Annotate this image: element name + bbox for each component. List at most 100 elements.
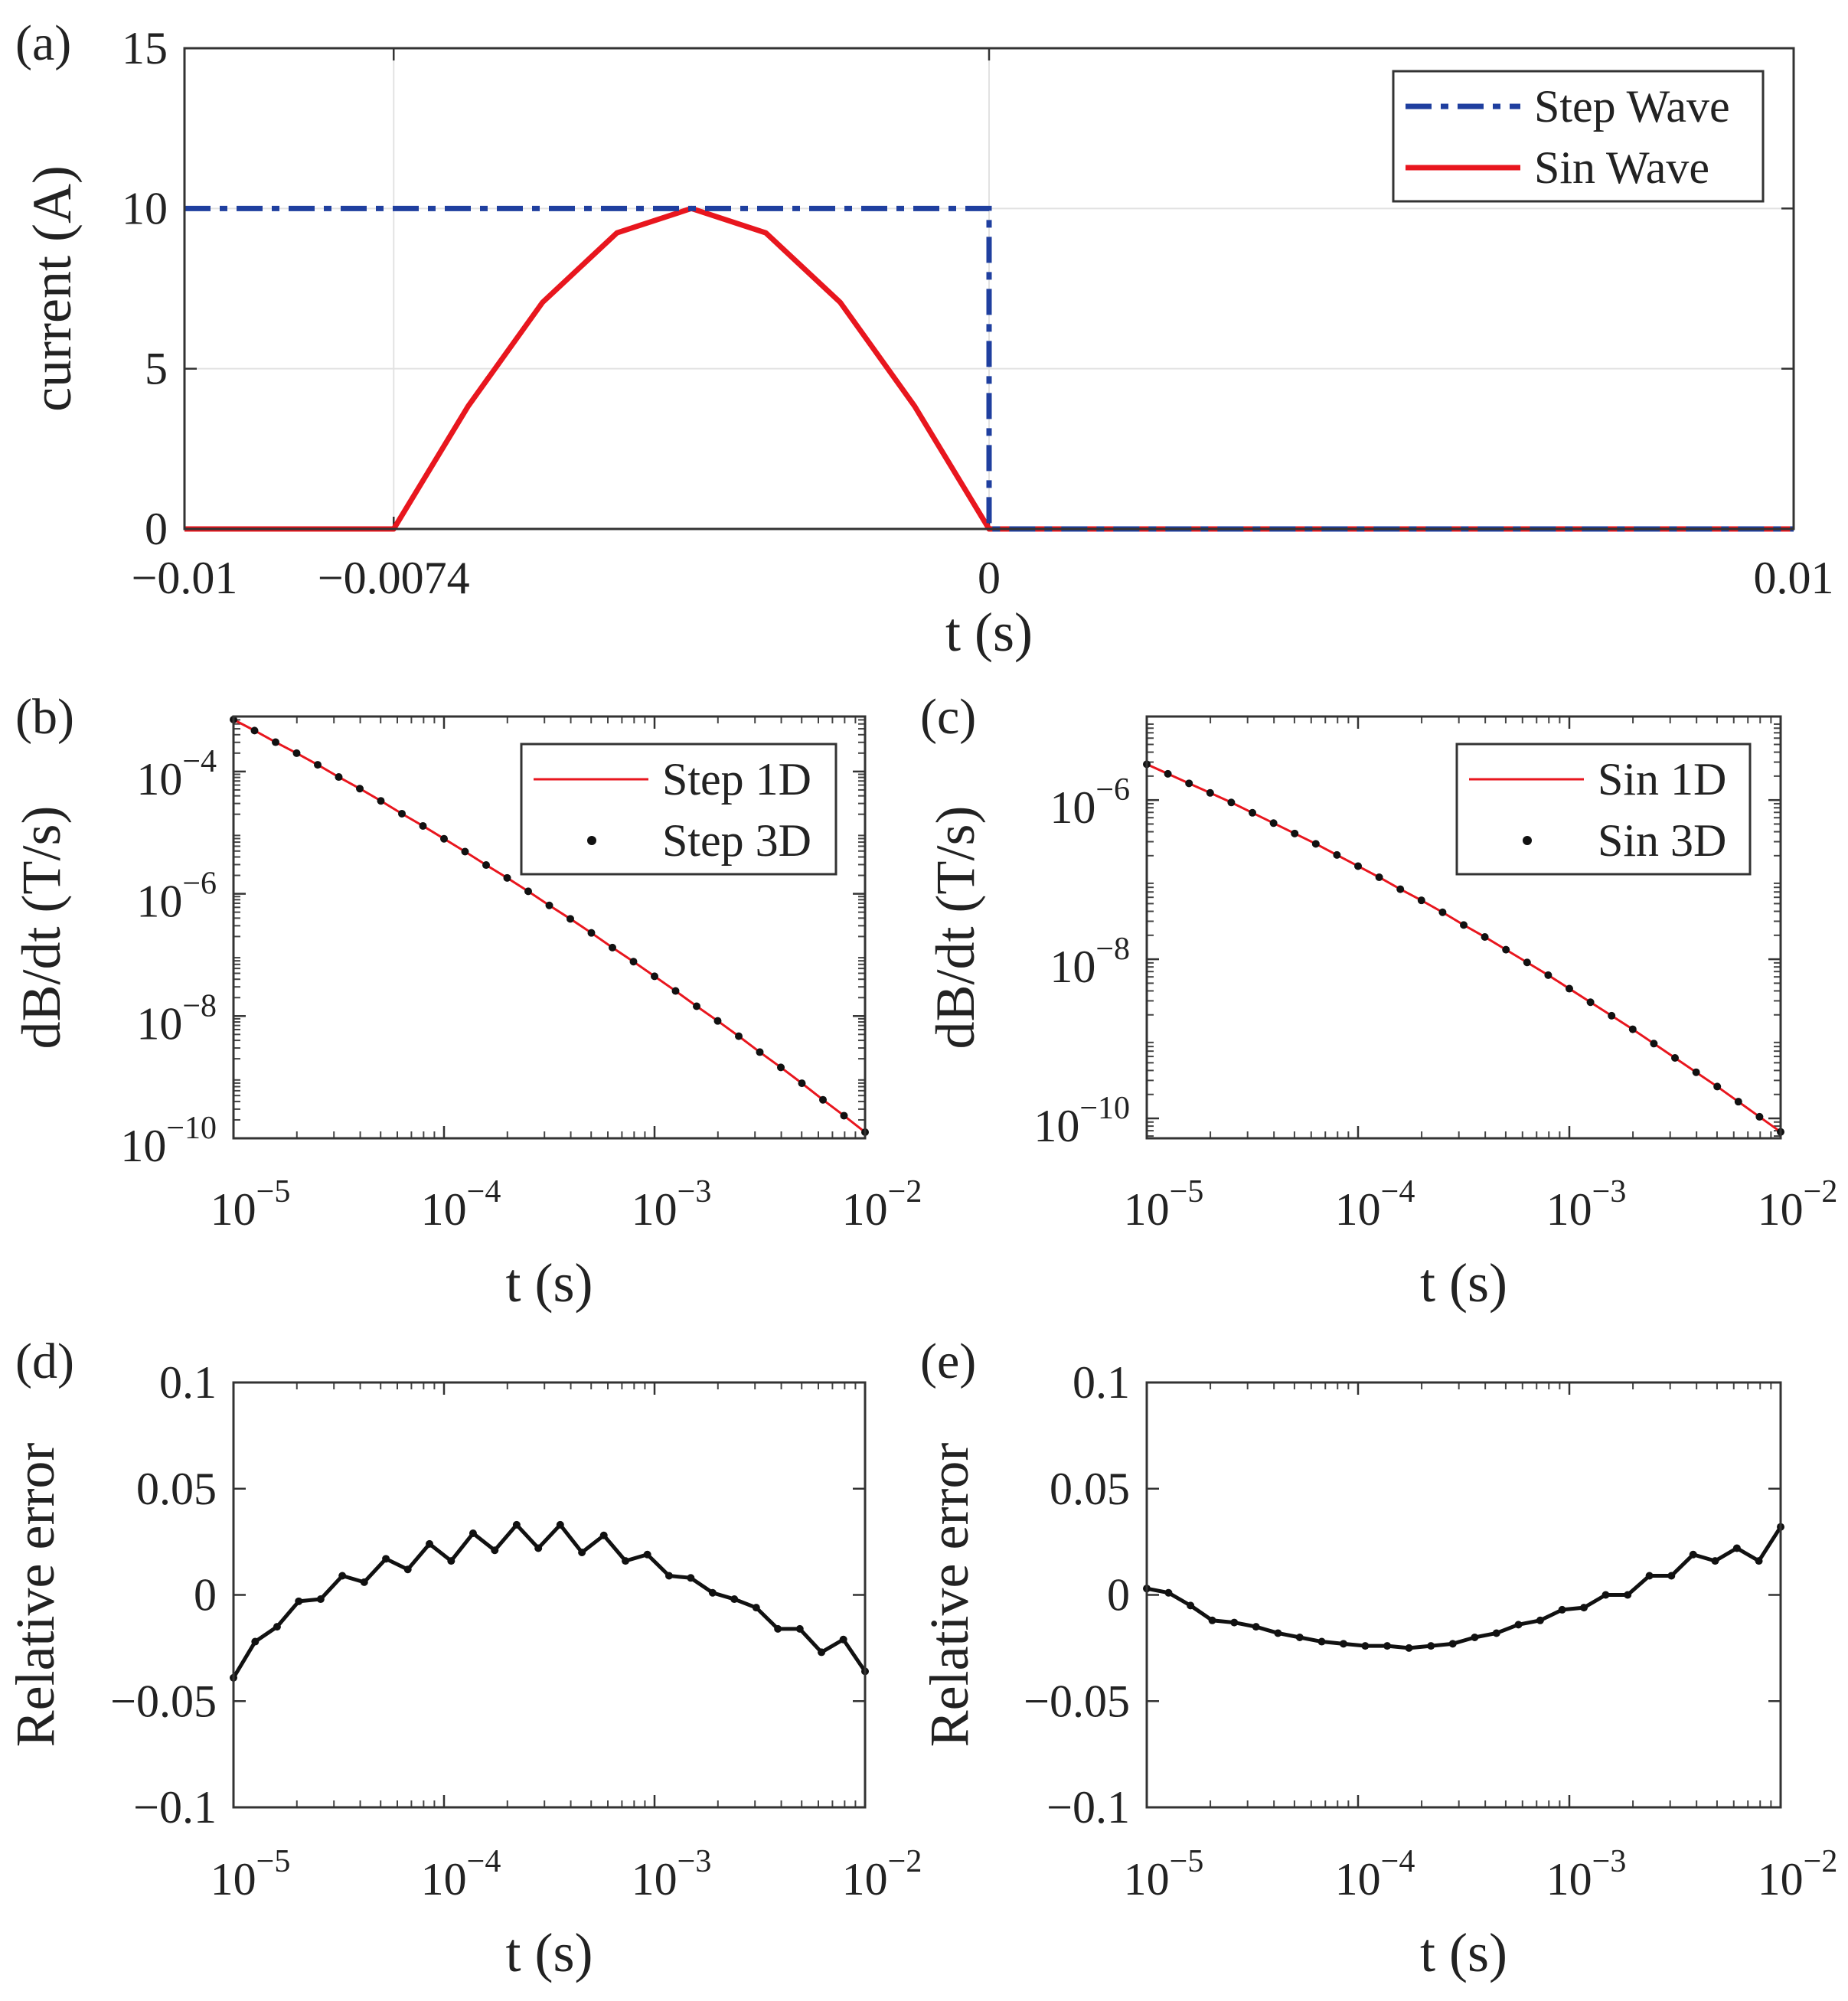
- tick-base: 10: [1546, 1184, 1592, 1235]
- x-tick-label: −0.01: [132, 553, 238, 603]
- series-3d-point: [1566, 984, 1573, 993]
- legend-entry-label: Sin 3D: [1598, 815, 1726, 866]
- x-tick-label: 10−3: [1546, 1844, 1627, 1905]
- y-axis-label: current (A): [21, 165, 83, 412]
- y-tick-label: 10−8: [1050, 932, 1130, 992]
- series-3d-point: [1333, 850, 1341, 859]
- tick-base: 10: [1758, 1184, 1804, 1235]
- tick-base: 10: [1050, 782, 1095, 833]
- relative-error-point: [752, 1604, 760, 1612]
- legend-marker-dot: [1523, 836, 1532, 845]
- tick-base: 10: [136, 754, 182, 805]
- tick-exponent: −4: [1381, 1844, 1415, 1879]
- series-3d-point: [566, 915, 574, 923]
- panel-label: (a): [15, 15, 71, 71]
- relative-error-point: [491, 1546, 499, 1555]
- y-tick-label: −0.05: [110, 1676, 217, 1726]
- relative-error-point: [1208, 1616, 1216, 1624]
- legend-entry-label: Step 1D: [662, 754, 811, 805]
- series-3d-point: [1608, 1011, 1616, 1020]
- tick-exponent: −10: [166, 1111, 217, 1146]
- series-3d-point: [1396, 885, 1405, 893]
- relative-error-point: [1427, 1642, 1435, 1650]
- x-tick-label: 10−4: [421, 1174, 501, 1235]
- x-tick-label: 0.01: [1754, 553, 1834, 603]
- series-3d-point: [1755, 1112, 1764, 1121]
- plot-area: [1147, 1382, 1781, 1807]
- series-3d-point: [1375, 873, 1383, 882]
- series-3d-point: [292, 749, 301, 757]
- relative-error-point: [774, 1624, 782, 1633]
- series-3d-point: [440, 834, 448, 843]
- x-axis-label: t (s): [1420, 1252, 1507, 1314]
- tick-exponent: −2: [888, 1844, 922, 1879]
- x-tick-label: 10−2: [1758, 1174, 1838, 1235]
- relative-error-point: [1492, 1629, 1500, 1637]
- x-tick-label: 10−4: [1335, 1174, 1415, 1235]
- y-tick-label: 0.05: [1050, 1464, 1130, 1514]
- y-tick-label: 10−6: [136, 867, 217, 927]
- relative-error-point: [1732, 1544, 1741, 1552]
- relative-error-point: [578, 1549, 586, 1556]
- x-tick-label: 10−4: [1335, 1844, 1415, 1905]
- relative-error-point: [273, 1623, 281, 1631]
- series-3d-point: [609, 943, 616, 952]
- y-tick-label: 10−10: [120, 1111, 217, 1171]
- tick-exponent: −2: [888, 1174, 922, 1209]
- series-3d-point: [819, 1095, 827, 1104]
- tick-exponent: −6: [182, 867, 217, 902]
- legend-entry-label: Step 3D: [662, 815, 811, 866]
- relative-error-point: [795, 1624, 804, 1633]
- tick-exponent: −3: [1592, 1174, 1627, 1209]
- x-tick-label: 10−5: [1124, 1844, 1204, 1905]
- y-tick-label: 10−4: [136, 744, 217, 805]
- series-3d-point: [272, 738, 279, 746]
- series-3d-point: [1544, 971, 1553, 979]
- tick-base: 10: [1124, 1184, 1170, 1235]
- relative-error-point: [1164, 1588, 1173, 1597]
- relative-error-point: [382, 1555, 390, 1563]
- tick-exponent: −10: [1079, 1091, 1130, 1126]
- series-3d-point: [1460, 921, 1468, 929]
- series-3d-point: [1185, 779, 1193, 788]
- x-tick-label: −0.0074: [318, 553, 470, 603]
- panel-label: (e): [920, 1333, 976, 1389]
- relative-error-point: [664, 1572, 673, 1580]
- panel-label: (b): [15, 689, 74, 745]
- tick-exponent: −3: [677, 1844, 712, 1879]
- relative-error-point: [1448, 1640, 1457, 1648]
- tick-exponent: −4: [467, 1174, 501, 1209]
- tick-exponent: −2: [1804, 1174, 1838, 1209]
- series-3d-point: [777, 1063, 785, 1072]
- relative-error-point: [1711, 1557, 1719, 1565]
- relative-error-point: [1645, 1572, 1654, 1580]
- series-3d-point: [671, 987, 680, 995]
- x-tick-label: 10−3: [632, 1844, 712, 1905]
- series-3d-point: [587, 929, 596, 937]
- y-tick-label: 0: [145, 504, 168, 554]
- legend-entry-label: Sin 1D: [1598, 754, 1726, 805]
- series-3d-point: [1291, 829, 1299, 837]
- series-3d-point: [1311, 840, 1320, 848]
- tick-base: 10: [1335, 1854, 1381, 1905]
- tick-exponent: −4: [182, 744, 217, 779]
- relative-error-point: [512, 1520, 521, 1529]
- series-3d-point: [524, 887, 532, 896]
- x-tick-label: 10−3: [1546, 1174, 1627, 1235]
- y-tick-label: 0.1: [1073, 1357, 1130, 1408]
- tick-exponent: −4: [1381, 1174, 1415, 1209]
- relative-error-point: [643, 1550, 651, 1559]
- tick-base: 10: [1124, 1854, 1170, 1905]
- tick-exponent: −3: [677, 1174, 712, 1209]
- tick-base: 10: [842, 1854, 888, 1905]
- legend-box: [1392, 70, 1765, 203]
- series-3d-point: [1650, 1040, 1658, 1048]
- tick-base: 10: [136, 998, 182, 1049]
- tick-exponent: −5: [1170, 1174, 1204, 1209]
- tick-exponent: −5: [256, 1174, 291, 1209]
- x-axis-label: t (s): [945, 602, 1033, 663]
- relative-error-point: [1295, 1634, 1304, 1641]
- series-3d-point: [1269, 819, 1278, 827]
